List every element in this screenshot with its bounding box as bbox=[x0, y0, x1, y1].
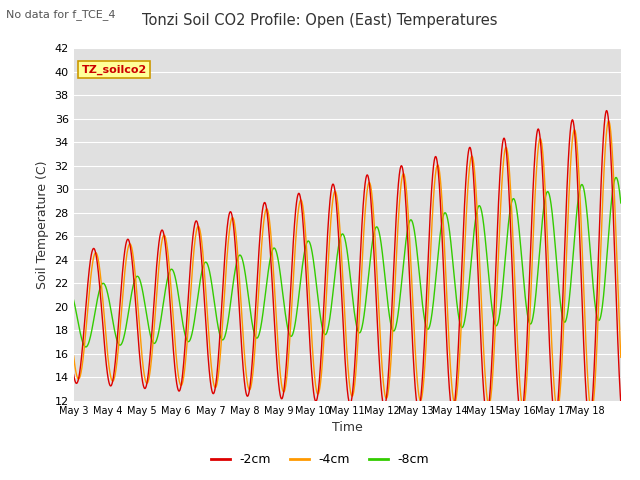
X-axis label: Time: Time bbox=[332, 421, 363, 434]
Text: Tonzi Soil CO2 Profile: Open (East) Temperatures: Tonzi Soil CO2 Profile: Open (East) Temp… bbox=[142, 13, 498, 28]
Legend: -2cm, -4cm, -8cm: -2cm, -4cm, -8cm bbox=[206, 448, 434, 471]
Text: No data for f_TCE_4: No data for f_TCE_4 bbox=[6, 9, 116, 20]
Y-axis label: Soil Temperature (C): Soil Temperature (C) bbox=[36, 160, 49, 288]
Text: TZ_soilco2: TZ_soilco2 bbox=[82, 65, 147, 75]
